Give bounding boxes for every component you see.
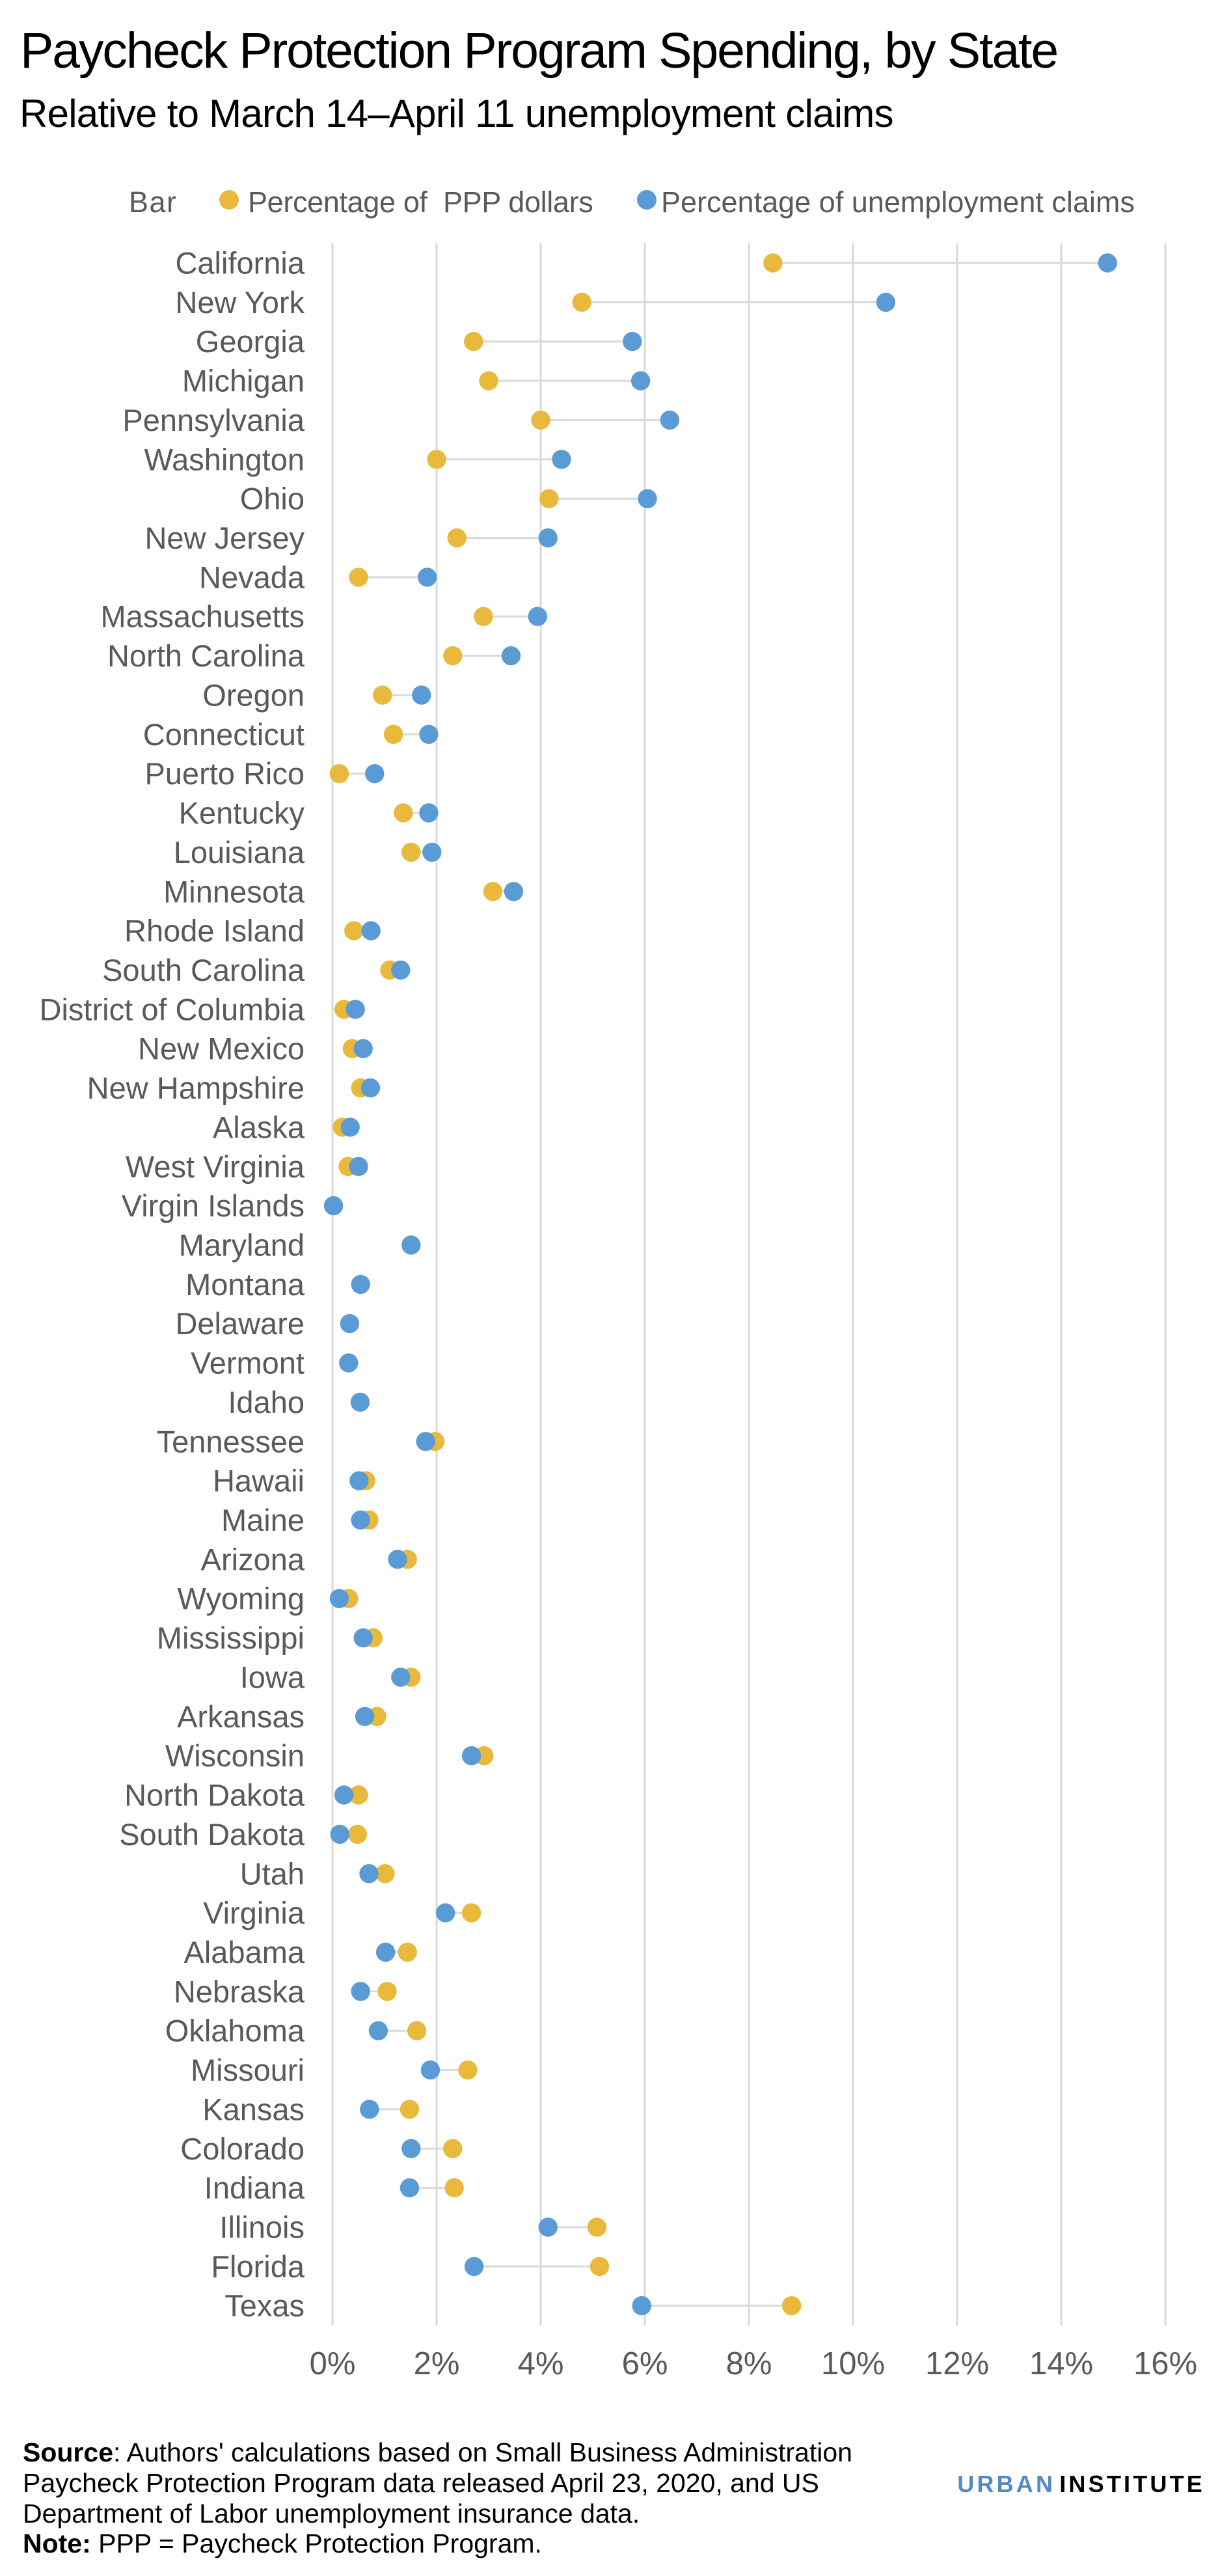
svg-text:Arizona: Arizona [201, 1542, 305, 1576]
svg-text:North Carolina: North Carolina [107, 638, 305, 673]
svg-text:Alaska: Alaska [213, 1110, 305, 1144]
svg-text:Florida: Florida [211, 2249, 305, 2284]
svg-text:District of Columbia: District of Columbia [40, 992, 305, 1026]
svg-text:6%: 6% [622, 2346, 668, 2381]
svg-text:Arkansas: Arkansas [177, 1699, 305, 1734]
svg-text:0%: 0% [310, 2346, 356, 2381]
svg-text:Kansas: Kansas [202, 2092, 305, 2126]
svg-text:Wisconsin: Wisconsin [165, 1738, 305, 1773]
svg-text:16%: 16% [1133, 2346, 1197, 2381]
svg-text:New Hampshire: New Hampshire [87, 1071, 305, 1105]
svg-text:Georgia: Georgia [196, 324, 305, 359]
svg-text:Rhode Island: Rhode Island [124, 914, 305, 948]
svg-text:Washington: Washington [144, 442, 305, 476]
svg-text:Louisiana: Louisiana [174, 835, 305, 870]
svg-text:Vermont: Vermont [191, 1346, 305, 1380]
svg-text:12%: 12% [925, 2346, 989, 2381]
svg-text:Maine: Maine [221, 1503, 305, 1537]
svg-text:Wyoming: Wyoming [178, 1582, 305, 1616]
svg-text:Indiana: Indiana [204, 2171, 305, 2205]
svg-text:Idaho: Idaho [228, 1385, 305, 1419]
svg-text:California: California [175, 246, 305, 281]
svg-text:14%: 14% [1029, 2346, 1093, 2381]
svg-text:Minnesota: Minnesota [163, 874, 305, 909]
svg-text:10%: 10% [821, 2346, 885, 2381]
svg-text:Virgin Islands: Virgin Islands [122, 1188, 305, 1223]
svg-text:Pennsylvania: Pennsylvania [122, 403, 305, 437]
svg-text:New York: New York [175, 285, 305, 320]
svg-text:4%: 4% [518, 2346, 564, 2381]
svg-text:Ohio: Ohio [240, 482, 305, 516]
svg-text:Michigan: Michigan [182, 364, 305, 398]
svg-text:Massachusetts: Massachusetts [101, 599, 305, 634]
svg-text:Iowa: Iowa [240, 1660, 305, 1695]
svg-text:Puerto Rico: Puerto Rico [144, 756, 305, 791]
svg-text:Nevada: Nevada [199, 560, 305, 594]
svg-text:Delaware: Delaware [175, 1306, 305, 1341]
svg-text:Missouri: Missouri [191, 2053, 305, 2087]
svg-text:Nebraska: Nebraska [174, 1974, 305, 2008]
svg-text:Maryland: Maryland [179, 1228, 305, 1263]
svg-text:Tennessee: Tennessee [157, 1424, 305, 1459]
svg-text:8%: 8% [726, 2346, 772, 2381]
svg-text:Montana: Montana [185, 1267, 305, 1302]
svg-text:Virginia: Virginia [203, 1896, 305, 1930]
svg-text:Connecticut: Connecticut [143, 717, 305, 752]
svg-text:South Dakota: South Dakota [119, 1817, 305, 1852]
svg-text:North Dakota: North Dakota [124, 1778, 305, 1813]
svg-text:Kentucky: Kentucky [179, 796, 305, 830]
svg-text:New Jersey: New Jersey [144, 521, 305, 555]
svg-text:Illinois: Illinois [219, 2210, 305, 2245]
svg-text:Colorado: Colorado [180, 2131, 305, 2166]
svg-text:Mississippi: Mississippi [157, 1621, 305, 1655]
svg-text:Oklahoma: Oklahoma [165, 2014, 305, 2048]
svg-text:South Carolina: South Carolina [102, 953, 305, 987]
svg-text:Utah: Utah [240, 1856, 305, 1891]
svg-text:Texas: Texas [224, 2288, 305, 2323]
svg-text:New Mexico: New Mexico [138, 1032, 305, 1066]
svg-text:Oregon: Oregon [202, 678, 305, 713]
svg-text:Hawaii: Hawaii [213, 1464, 305, 1498]
svg-text:Alabama: Alabama [184, 1935, 305, 1969]
svg-text:2%: 2% [414, 2346, 460, 2381]
svg-text:West Virginia: West Virginia [126, 1149, 305, 1184]
